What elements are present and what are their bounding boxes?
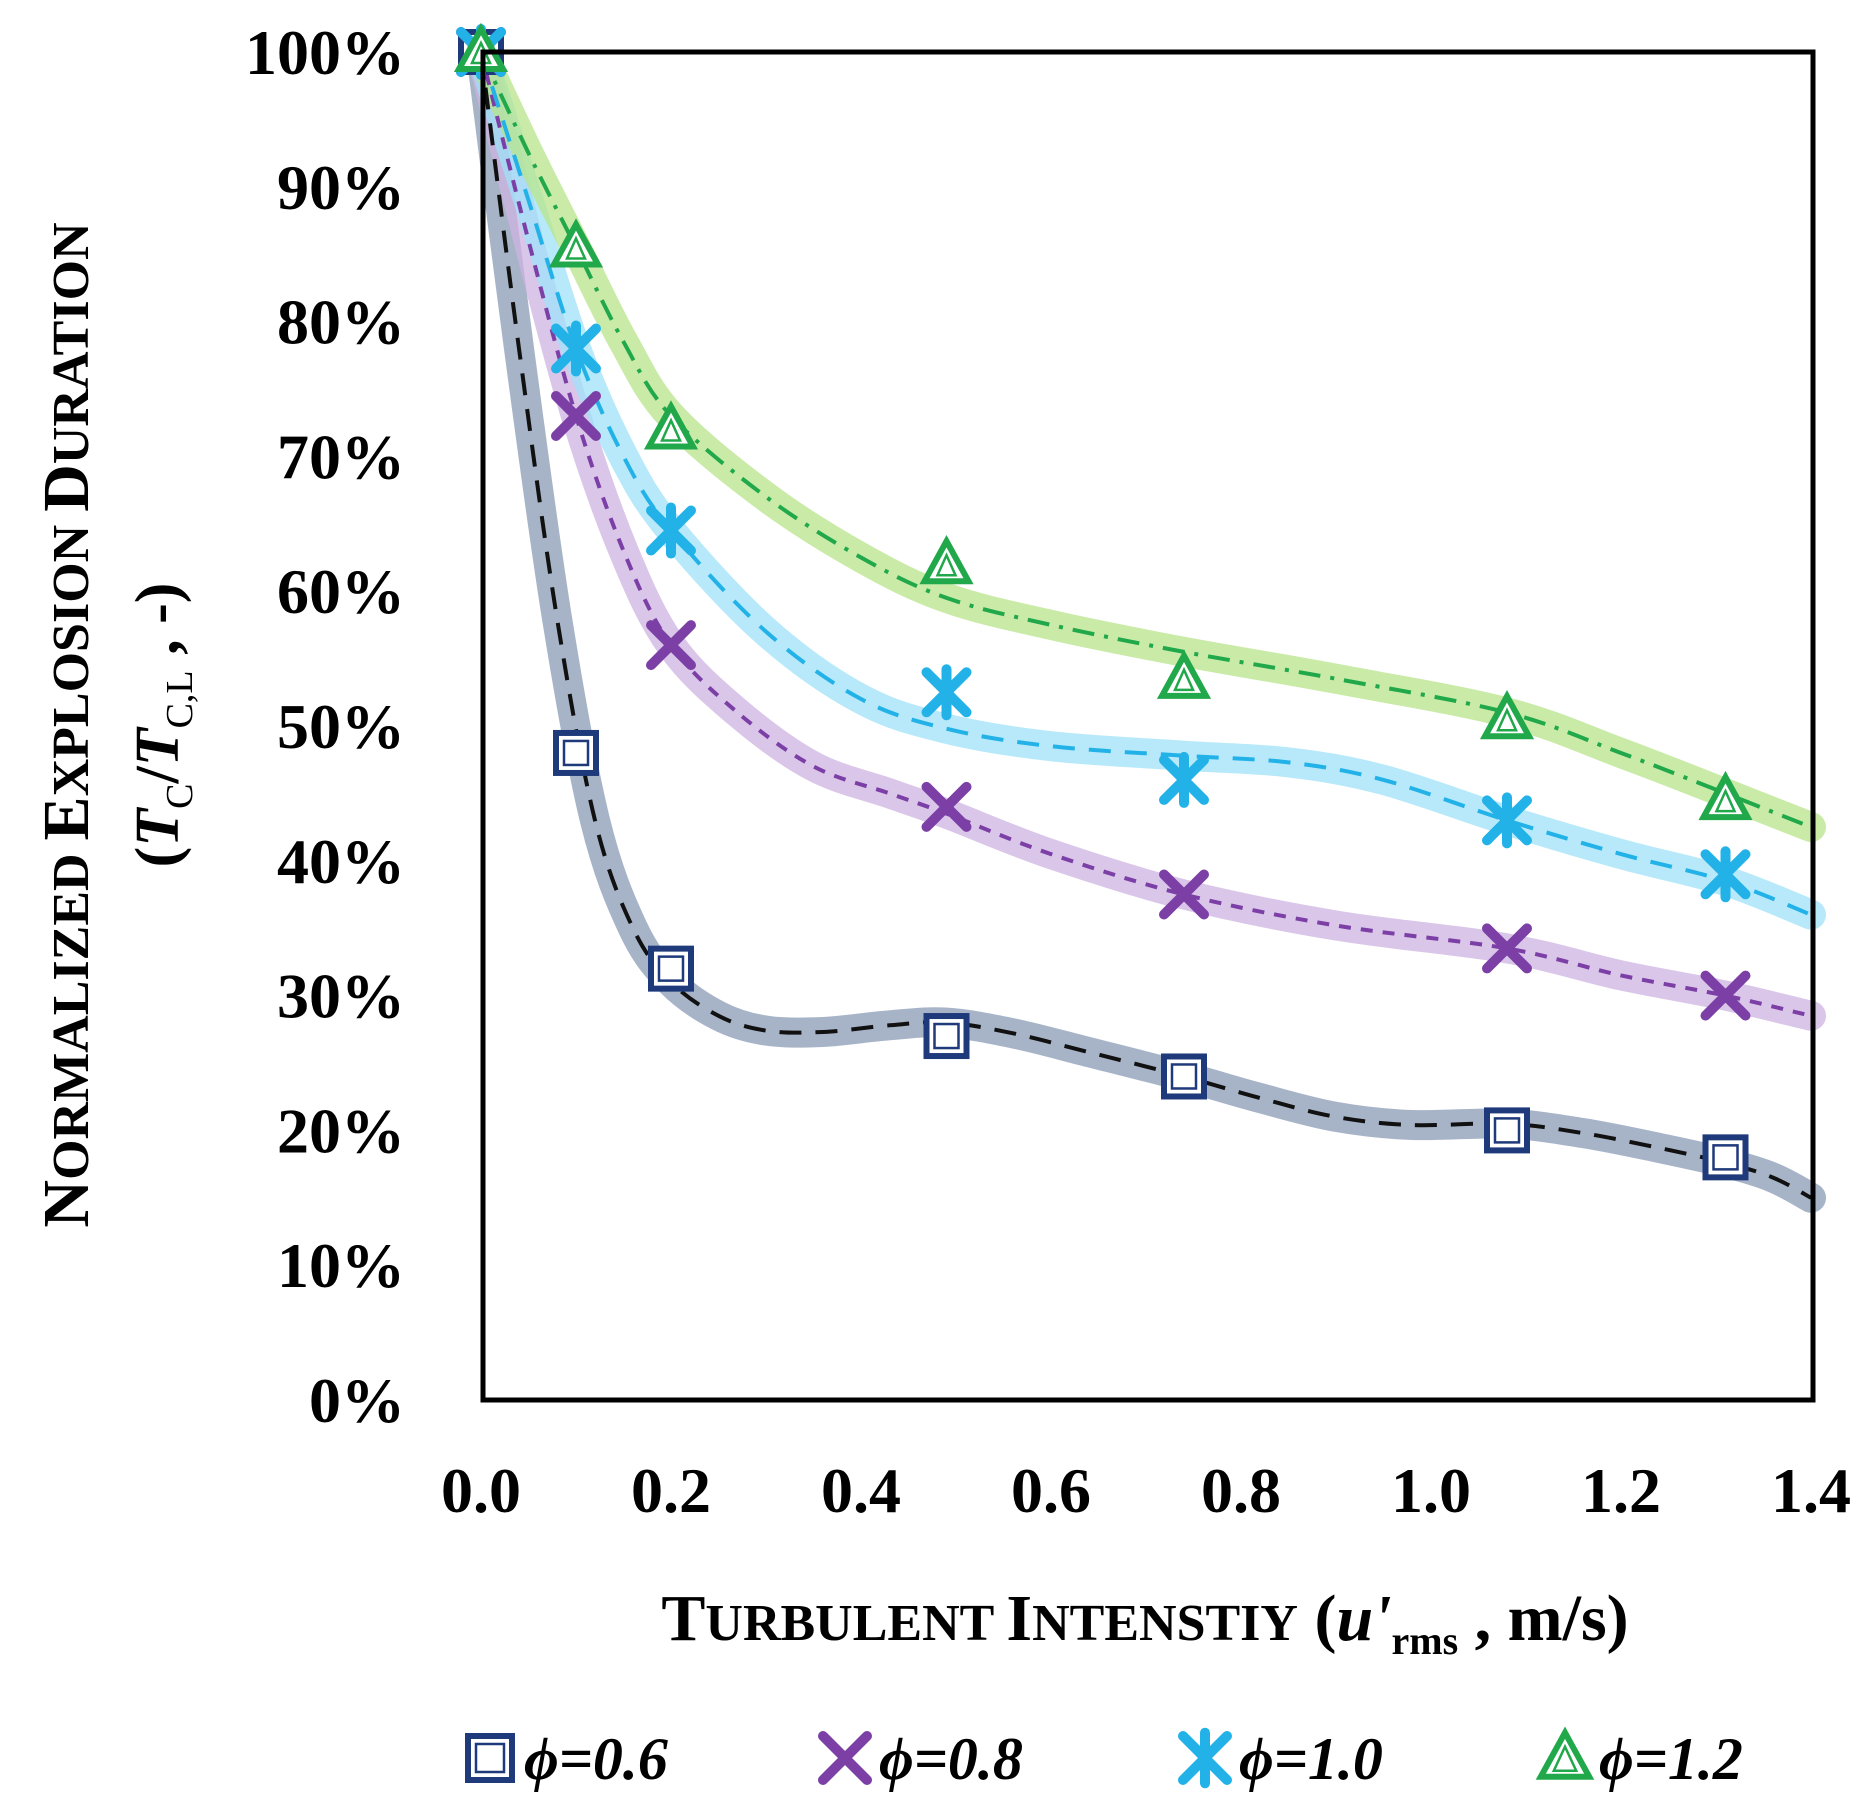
x-tick-label: 1.0 [1391,1455,1471,1526]
phi-0-6-trend-halo [466,37,1826,1213]
phi-1-2-marker [643,400,699,450]
y-tick-label: 100% [245,17,405,88]
phi-0-8-marker [646,620,696,671]
phi-1-0-marker [646,502,696,559]
x-tick-label: 0.8 [1201,1455,1281,1526]
data-markers [453,22,1753,1181]
legend-phi-1-2-label: ϕ=1.2 [1599,1726,1743,1792]
y-tick-label: 50% [277,691,405,762]
phi-1-0-marker [551,320,601,377]
y-axis-title-line1: NORMALIZED EXPLOSION DURATION [30,222,103,1227]
phi-0-6-marker [923,1013,970,1060]
phi-0-8-marker [551,390,601,441]
phi-0-6-marker [1161,1053,1207,1100]
x-tick-label: 0.6 [1011,1455,1091,1526]
trend-halos [466,37,1826,1213]
phi-0-8-marker [921,781,972,832]
y-tick-label: 40% [277,826,405,897]
legend: ϕ=0.6 ϕ=0.8 ϕ=1.0 ϕ=1.2 [465,1726,1743,1792]
y-axis-tick-labels: 0% 10% 20% 30% 40% 50% 60% 70% 80% 90% 100% [245,17,405,1436]
legend-phi-0-8-marker [818,1731,872,1785]
x-axis-tick-labels: 0.0 0.2 0.4 0.6 0.8 1.0 1.2 1.4 [441,1455,1851,1526]
legend-phi-1-0-marker [1178,1727,1232,1789]
phi-1-2-marker [1698,770,1753,821]
y-tick-label: 60% [277,556,405,627]
phi-1-2-marker [1156,649,1212,699]
plot-area-border [480,49,1816,1403]
y-tick-label: 30% [277,961,405,1032]
x-tick-label: 1.4 [1771,1455,1851,1526]
y-tick-label: 70% [277,421,405,492]
y-tick-label: 0% [309,1365,405,1436]
phi-1-0-trend-line [479,51,1812,917]
legend-phi-1-0-label: ϕ=1.0 [1239,1726,1383,1792]
y-axis-title-line2: (TC/TC,L , -) [124,583,201,868]
phi-0-6-marker [1484,1107,1530,1154]
phi-0-6-marker [553,729,599,776]
phi-1-0-trend-halo [466,37,1826,930]
phi-1-2-marker [919,535,974,585]
y-tick-label: 10% [277,1230,405,1301]
phi-1-0-marker [1700,846,1751,903]
phi-1-0-marker [1482,792,1532,849]
x-tick-label: 0.4 [821,1455,901,1526]
phi-0-8-marker [1482,923,1532,974]
phi-0-6-marker [1702,1134,1749,1181]
legend-phi-0-6-label: ϕ=0.6 [524,1726,668,1792]
phi-1-2-trend-line [479,51,1812,829]
phi-1-0-marker [921,664,972,721]
trend-lines [479,51,1812,1200]
x-tick-label: 0.2 [631,1455,711,1526]
phi-0-8-marker [1700,970,1751,1021]
legend-phi-1-2-marker [1535,1726,1595,1780]
phi-1-2-marker [548,218,604,268]
x-axis-title: TURBULENT INTENSTIY (u'rms , m/s) [661,1582,1628,1663]
y-tick-label: 90% [277,152,405,223]
phi-0-6-trend-line [479,51,1812,1200]
x-tick-label: 0.0 [441,1455,521,1526]
legend-phi-0-6-marker [465,1733,515,1783]
x-tick-label: 1.2 [1581,1455,1661,1526]
phi-0-8-marker [1159,869,1209,920]
y-tick-label: 80% [277,287,405,358]
phi-1-0-marker [1159,751,1209,808]
legend-phi-0-8-label: ϕ=0.8 [879,1726,1023,1792]
phi-0-6-marker [648,945,694,992]
phi-1-2-marker [1479,690,1535,740]
y-tick-label: 20% [277,1095,405,1166]
